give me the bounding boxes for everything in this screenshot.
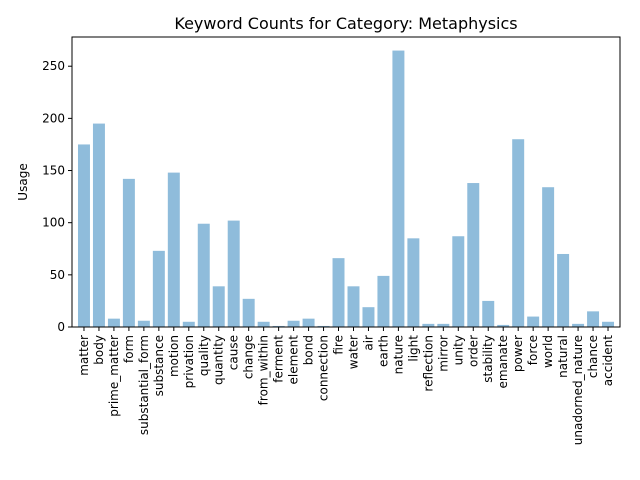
bar-emanate xyxy=(497,324,510,327)
bar-chance xyxy=(587,311,600,327)
bar-force xyxy=(527,316,540,327)
chart-title: Keyword Counts for Category: Metaphysics xyxy=(174,14,517,33)
bar-element xyxy=(287,320,300,327)
bar-unity xyxy=(452,236,465,327)
y-tick-label: 50 xyxy=(50,268,65,282)
x-tick-label: mirror xyxy=(436,335,450,372)
x-tick-label: bond xyxy=(302,335,316,365)
x-tick-label: unadorned_nature xyxy=(571,335,585,445)
x-tick-label: substance xyxy=(152,335,166,396)
bar-substantial-form xyxy=(137,320,150,327)
x-tick-label: cause xyxy=(227,335,241,370)
y-tick-label: 200 xyxy=(42,111,65,125)
x-tick-label: earth xyxy=(376,335,390,367)
x-tick-label: accident xyxy=(601,335,615,386)
x-tick-label: body xyxy=(92,335,106,365)
bar-ferment xyxy=(272,325,285,327)
bar-change xyxy=(242,298,255,327)
bar-earth xyxy=(377,275,390,327)
bar-fire xyxy=(332,258,345,327)
bar-privation xyxy=(182,321,195,327)
bar-light xyxy=(407,238,420,327)
bar-form xyxy=(122,178,135,327)
bar-bond xyxy=(302,318,315,327)
bar-mirror xyxy=(437,323,450,327)
bar-natural xyxy=(557,253,570,327)
x-tick-label: ferment xyxy=(272,335,286,383)
x-tick-label: element xyxy=(287,335,301,385)
y-tick-label: 150 xyxy=(42,164,65,178)
bar-order xyxy=(467,183,480,327)
bar-accident xyxy=(602,321,615,327)
x-tick-label: prime_matter xyxy=(107,335,121,417)
x-ticks-group: matter body prime_matter form substantial_fo… xyxy=(77,327,615,445)
x-tick-label: emanate xyxy=(496,335,510,388)
x-tick-label: power xyxy=(511,335,525,372)
bar-stability xyxy=(482,300,495,327)
y-axis-label: Usage xyxy=(16,163,30,200)
bar-water xyxy=(347,286,360,327)
x-tick-label: stability xyxy=(481,335,495,383)
x-tick-label: matter xyxy=(77,335,91,376)
bar-unadorned-nature xyxy=(572,323,585,327)
bars-group xyxy=(77,50,615,327)
bar-quality xyxy=(197,223,210,327)
x-tick-label: motion xyxy=(167,335,181,377)
bar-connection xyxy=(317,325,330,327)
bar-from-within xyxy=(257,321,270,327)
x-tick-label: force xyxy=(526,335,540,365)
x-tick-label: fire xyxy=(332,335,346,355)
x-tick-label: from_within xyxy=(257,335,271,405)
bar-prime-matter xyxy=(107,318,120,327)
bar-reflection xyxy=(422,323,435,327)
bar-body xyxy=(92,123,105,327)
x-tick-label: air xyxy=(361,335,375,351)
x-tick-label: natural xyxy=(556,335,570,378)
x-tick-label: quantity xyxy=(212,335,226,385)
x-tick-label: quality xyxy=(197,335,211,376)
x-tick-label: chance xyxy=(586,335,600,378)
bar-matter xyxy=(77,144,90,327)
x-tick-label: water xyxy=(346,335,360,369)
x-tick-label: world xyxy=(541,335,555,368)
x-tick-label: reflection xyxy=(421,335,435,392)
x-tick-label: form xyxy=(122,335,136,363)
y-ticks-group: 0 50 100 150 200 250 xyxy=(42,59,72,334)
y-tick-label: 250 xyxy=(42,59,65,73)
bar-power xyxy=(512,139,525,327)
bar-motion xyxy=(167,172,180,327)
x-tick-label: substantial_form xyxy=(137,335,151,435)
bar-cause xyxy=(227,220,240,327)
x-tick-label: change xyxy=(242,335,256,379)
plot-frame xyxy=(71,36,621,328)
bar-quantity xyxy=(212,286,225,327)
bar-air xyxy=(362,307,375,327)
y-tick-label: 0 xyxy=(57,320,65,334)
x-tick-label: light xyxy=(406,335,420,362)
bar-nature xyxy=(392,50,405,327)
x-tick-label: unity xyxy=(451,335,465,365)
x-tick-label: privation xyxy=(182,335,196,388)
x-tick-label: connection xyxy=(317,335,331,401)
x-tick-label: order xyxy=(466,335,480,367)
x-tick-label: nature xyxy=(391,335,405,374)
bar-world xyxy=(542,187,555,327)
bar-substance xyxy=(152,250,165,327)
y-tick-label: 100 xyxy=(42,216,65,230)
